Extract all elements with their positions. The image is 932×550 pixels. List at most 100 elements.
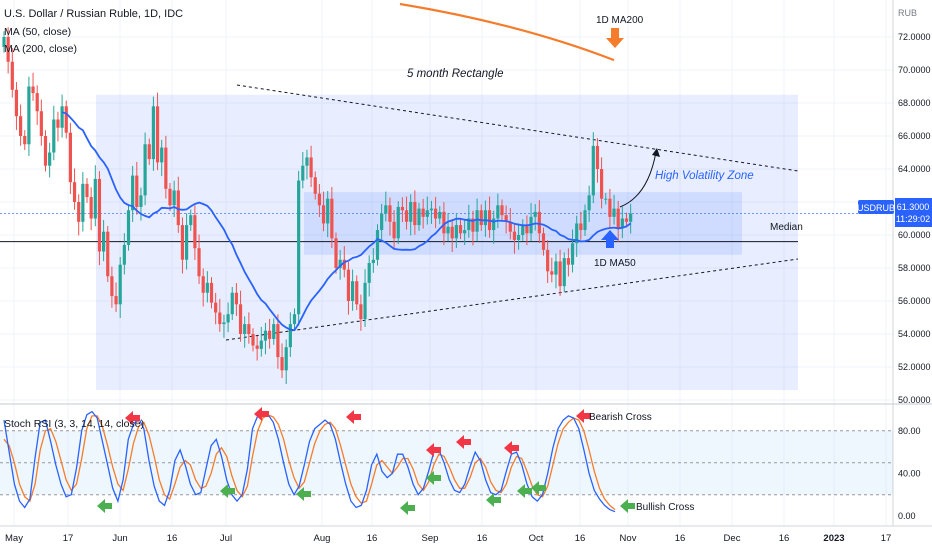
candle-body xyxy=(429,208,434,211)
candle-body xyxy=(380,213,384,231)
price-tick-label: 64.0000 xyxy=(898,164,931,174)
candle-body xyxy=(85,183,89,198)
candle-body xyxy=(496,205,500,219)
candle-body xyxy=(309,157,313,178)
candle-body xyxy=(620,218,624,229)
candle-body xyxy=(122,244,126,265)
candle-body xyxy=(384,205,388,214)
candle-body xyxy=(27,86,31,145)
rsi-tick-label: 40.00 xyxy=(898,468,921,478)
price-tick-label: 66.0000 xyxy=(898,131,931,141)
candle-body xyxy=(259,340,263,349)
candle-body xyxy=(160,147,164,163)
price-tick-label: 68.0000 xyxy=(898,98,931,108)
candle-body xyxy=(500,205,504,216)
candle-body xyxy=(48,152,52,166)
candle-body xyxy=(131,175,135,211)
candle-body xyxy=(284,347,288,371)
candle-body xyxy=(562,258,566,287)
candle-body xyxy=(234,292,238,305)
currency-label: RUB xyxy=(898,8,917,18)
candle-body xyxy=(521,225,525,235)
time-tick-label: 16 xyxy=(779,533,790,544)
candle-body xyxy=(400,206,404,211)
candle-body xyxy=(126,210,131,245)
candle-body xyxy=(205,282,209,293)
candle-body xyxy=(612,208,616,217)
time-tick-label: 16 xyxy=(477,533,488,544)
time-tick-label: 16 xyxy=(675,533,686,544)
candle-body xyxy=(446,226,450,234)
candle-body xyxy=(2,37,6,47)
candle-body xyxy=(417,208,421,226)
candle-body xyxy=(313,177,317,194)
bearish-cross-arrow xyxy=(456,435,471,449)
candle-body xyxy=(355,281,359,305)
candle-body xyxy=(147,144,151,160)
candle-body xyxy=(218,312,222,325)
candle-body xyxy=(421,208,425,217)
candle-body xyxy=(280,357,284,371)
lower-trendline xyxy=(225,258,799,341)
candle-body xyxy=(483,210,487,226)
time-tick-label: 2023 xyxy=(823,533,844,544)
candle-body xyxy=(363,282,367,320)
candle-body xyxy=(554,261,558,275)
candle-body xyxy=(251,334,255,346)
price-tick-label: 70.0000 xyxy=(898,65,931,75)
candle-body xyxy=(276,324,280,358)
candle-body xyxy=(56,119,60,128)
last-price: 61.3000 xyxy=(897,202,930,212)
candle-body xyxy=(135,175,139,207)
candle-body xyxy=(151,106,155,160)
stoch-k-line xyxy=(3,410,616,513)
candle-body xyxy=(579,223,583,231)
candle-body xyxy=(475,210,479,232)
candle-body xyxy=(600,169,604,199)
bullish-cross-arrow xyxy=(400,501,415,515)
time-tick-label: 16 xyxy=(575,533,586,544)
last-price-tag: 61.3000 11:29:02 xyxy=(895,198,932,227)
candle-body xyxy=(458,225,463,234)
time-tick-label: Nov xyxy=(620,533,637,544)
candle-body xyxy=(413,202,417,226)
candle-body xyxy=(342,259,346,270)
bearish-cross-arrow xyxy=(346,410,361,424)
candle-body xyxy=(180,225,185,260)
bearish-cross-arrow xyxy=(125,411,140,425)
candle-body xyxy=(463,230,467,234)
time-tick-label: Jul xyxy=(220,533,232,544)
candle-body xyxy=(330,198,334,239)
svg-text:USDRUB: USDRUB xyxy=(857,203,895,213)
candle-body xyxy=(268,330,272,339)
candle-body xyxy=(301,165,305,181)
candle-body xyxy=(546,249,550,272)
time-tick-label: Jun xyxy=(112,533,127,544)
candle-body xyxy=(164,147,168,189)
candle-body xyxy=(471,218,475,232)
price-tick-label: 60.0000 xyxy=(898,230,931,240)
candle-body xyxy=(442,211,446,234)
ma50-line xyxy=(61,111,632,332)
candle-body xyxy=(214,302,218,313)
candle-body xyxy=(587,195,591,211)
price-tick-label: 58.0000 xyxy=(898,263,931,273)
candle-body xyxy=(409,202,413,222)
candle-body xyxy=(525,225,529,234)
candle-body xyxy=(616,208,620,229)
bullish-cross-arrow xyxy=(220,484,235,498)
candle-body xyxy=(6,37,10,62)
candle-body xyxy=(60,106,64,128)
candle-body xyxy=(533,211,537,217)
bullish-cross-arrow xyxy=(296,487,311,501)
time-tick-label: Sep xyxy=(422,533,439,544)
ma50-note: 1D MA50 xyxy=(594,258,636,269)
rsi-tick-label: 0.00 xyxy=(898,511,916,521)
candle-body xyxy=(201,276,205,293)
candle-body xyxy=(189,215,193,226)
upper-trendline xyxy=(236,84,799,172)
candle-body xyxy=(14,89,19,117)
candle-body xyxy=(454,225,458,239)
